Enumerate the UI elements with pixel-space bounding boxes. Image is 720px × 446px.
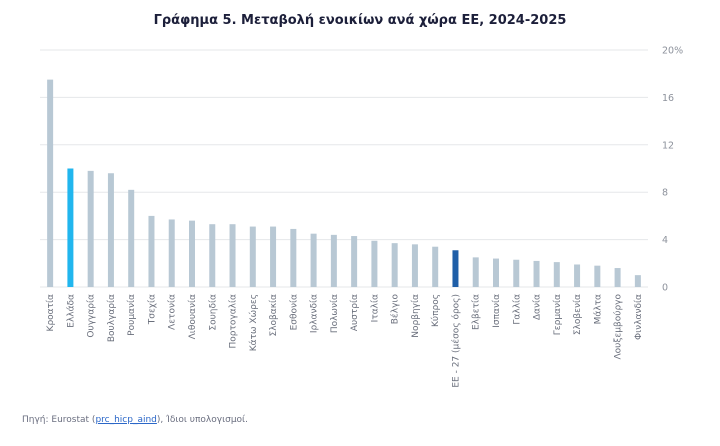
x-tick-label: Λιθουανία — [188, 294, 198, 339]
bar — [533, 260, 540, 287]
bar — [310, 233, 317, 287]
bar — [229, 224, 236, 287]
bar — [634, 275, 641, 287]
y-tick-label: 0 — [662, 283, 668, 294]
y-tick-label: 20% — [662, 46, 683, 57]
x-tick-label: Κροατία — [46, 294, 56, 332]
x-axis-labels: Κροατία Ελλάδα Ουγγαρία Βουλγαρία Ρουμανία Τσ… — [46, 294, 644, 388]
source-note: Πηγή: Eurostat (prc_hicp_aind), Ίδιοι υπ… — [22, 415, 248, 425]
gridlines — [40, 49, 648, 288]
x-tick-label: Ισπανία — [492, 294, 502, 328]
bar — [87, 170, 94, 287]
x-tick-label: ΕΕ - 27 (μέσος όρος) — [450, 294, 461, 388]
bar — [128, 189, 135, 287]
bar — [391, 243, 398, 287]
source-prefix: Πηγή: Eurostat ( — [22, 415, 96, 425]
bar — [107, 173, 114, 287]
bar — [189, 220, 195, 287]
y-tick-label: 12 — [662, 140, 674, 151]
chart-title: Γράφημα 5. Μεταβολή ενοικίων ανά χώρα ΕΕ… — [153, 13, 567, 28]
bar — [47, 79, 54, 287]
x-tick-label: Ουγγαρία — [87, 294, 97, 338]
x-tick-label: Νορβηγία — [411, 294, 421, 338]
x-tick-label: Πορτογαλία — [229, 294, 239, 349]
x-tick-label: Λουξεμβούργο — [613, 294, 624, 360]
bar — [574, 264, 581, 287]
x-tick-label: Τσεχία — [147, 294, 157, 325]
y-tick-label: 16 — [662, 93, 674, 104]
bar — [168, 219, 175, 287]
x-tick-label: Δανία — [533, 294, 543, 320]
bar — [614, 268, 621, 287]
x-tick-label: Μάλτα — [593, 294, 603, 324]
x-tick-label: Σουηδία — [208, 294, 218, 331]
x-tick-label: Σλοβενία — [573, 294, 583, 335]
bar — [67, 168, 74, 287]
y-tick-label: 8 — [662, 188, 668, 199]
bar — [452, 250, 459, 287]
bar — [432, 246, 439, 287]
source-suffix: ), Ίδιοι υπολογισμοί. — [156, 415, 248, 425]
x-tick-label: Εσθονία — [289, 294, 299, 330]
x-tick-label: Κύπρος — [430, 294, 441, 327]
source-link[interactable]: prc_hicp_aind — [95, 415, 157, 425]
y-axis-ticks: 0 4 8 12 16 20% — [662, 46, 683, 294]
x-tick-label: Ρουμανία — [127, 294, 137, 336]
x-tick-label: Σλοβακία — [269, 294, 279, 337]
bar — [493, 258, 499, 287]
bar — [472, 257, 479, 287]
bars — [47, 79, 641, 287]
x-tick-label: Βέλγιο — [390, 294, 401, 325]
bar — [249, 226, 256, 287]
x-tick-label: Λετονία — [168, 294, 178, 330]
x-tick-label: Βουλγαρία — [107, 294, 117, 342]
x-tick-label: Γαλλία — [512, 294, 522, 325]
bar — [209, 224, 216, 287]
x-tick-label: Κάτω Χώρες — [248, 294, 259, 351]
y-tick-label: 4 — [662, 235, 668, 246]
bar — [553, 262, 560, 287]
x-tick-label: Ελβετία — [472, 294, 482, 330]
x-tick-label: Φινλανδία — [634, 294, 644, 340]
x-tick-label: Αυστρία — [350, 294, 360, 331]
bar — [513, 259, 520, 287]
bar — [351, 236, 358, 287]
bar — [148, 215, 155, 287]
bar — [371, 240, 378, 287]
x-tick-label: Γερμανία — [553, 294, 563, 335]
x-tick-label: Πολωνία — [330, 294, 340, 333]
x-tick-label: Ιρλανδία — [310, 294, 320, 333]
bar — [594, 265, 601, 287]
bar — [270, 226, 277, 287]
x-tick-label: Ελλάδα — [66, 294, 76, 328]
bar — [290, 228, 297, 287]
bar — [411, 244, 418, 287]
x-tick-label: Ιταλία — [370, 294, 380, 322]
bar — [330, 234, 337, 287]
